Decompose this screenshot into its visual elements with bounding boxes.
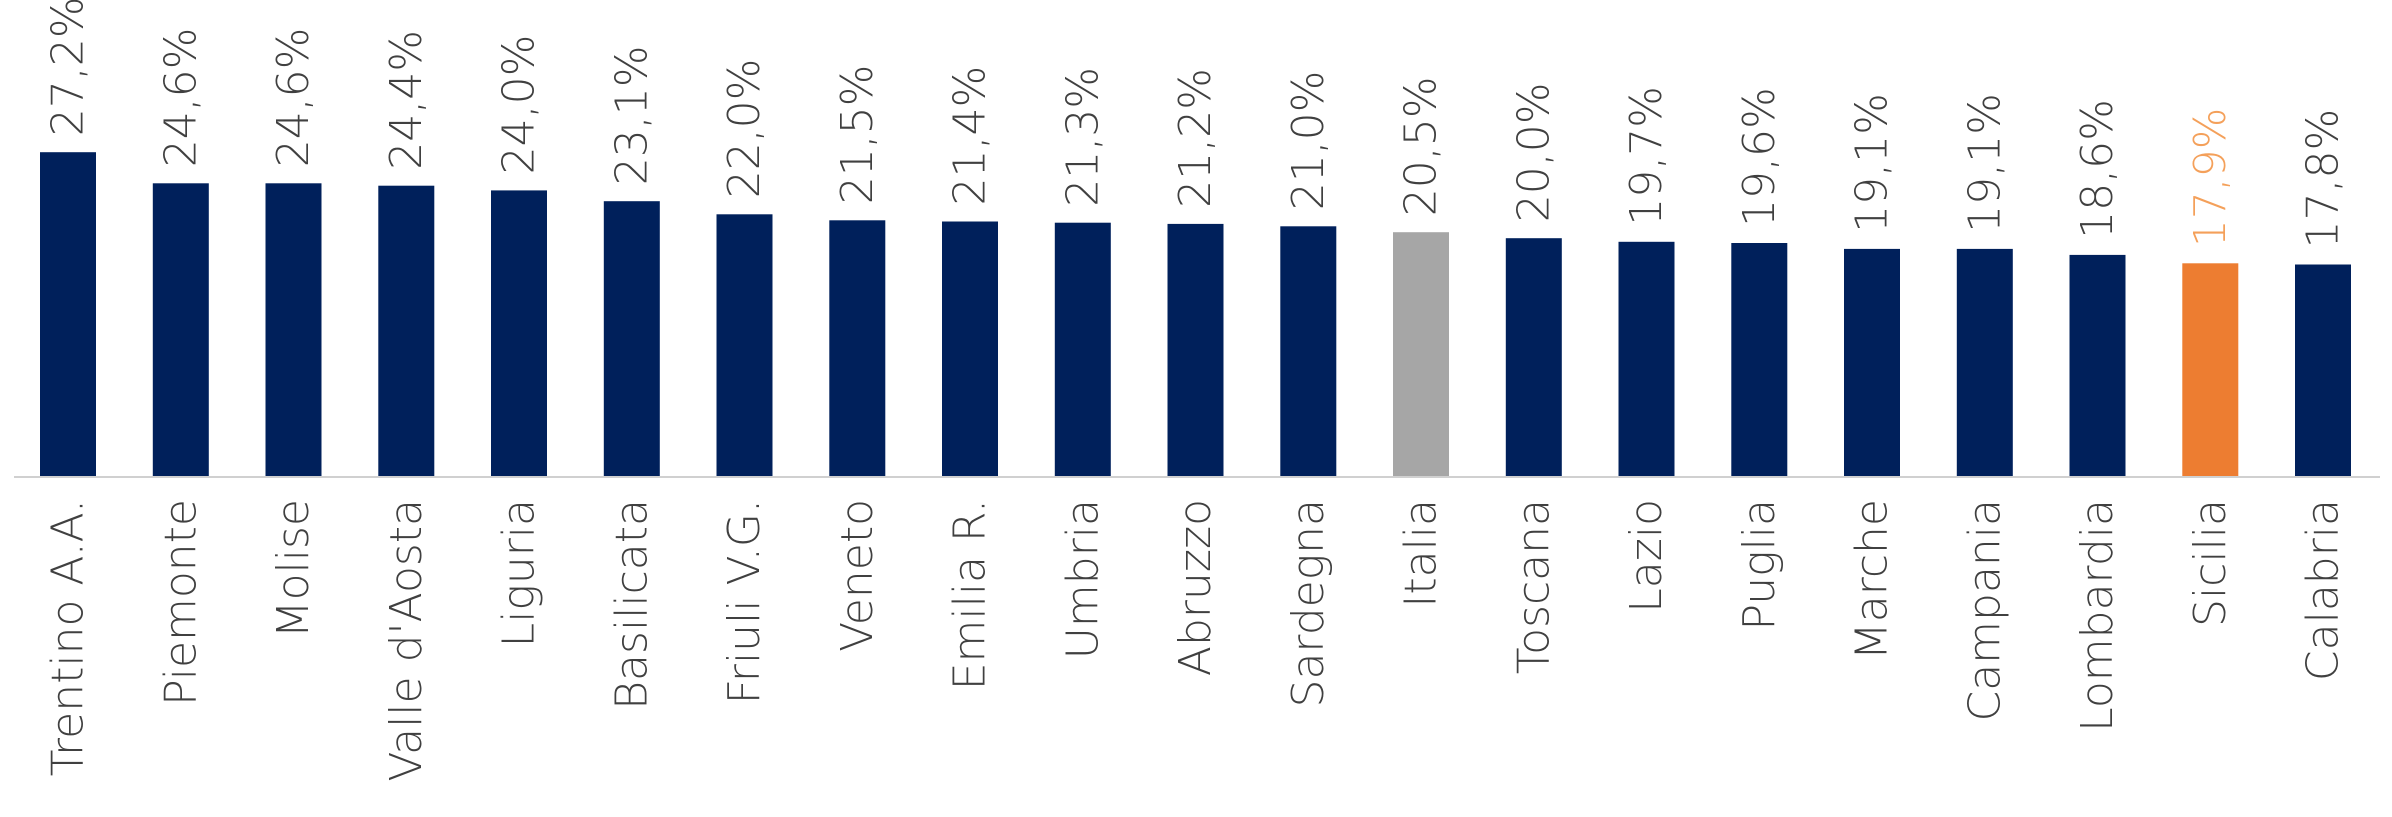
value-label-italia: 20,5% [1396,76,1447,216]
value-label-friuli-v-g: 22,0% [719,59,770,199]
value-label-lazio: 19,7% [1621,86,1672,226]
bar-campania [1956,248,2013,477]
bar-abruzzo [1167,223,1224,477]
category-label-basilicata: Basilicata [606,499,657,710]
bar-emilia-r [942,221,998,477]
bar-sicilia [2182,263,2239,477]
category-labels-group: Trentino A.A. Piemonte Molise Valle d'Aosta… [43,499,2349,782]
value-label-trentino-a-a: 27,2% [43,0,94,136]
bar-toscana [1505,238,1562,477]
category-label-campania: Campania [1959,499,2010,722]
value-label-molise: 24,6% [268,28,319,168]
bar-valle-d-aosta [378,185,435,477]
bar-trentino-a-a [40,152,96,477]
category-label-abruzzo: Abruzzo [1170,499,1221,676]
bar-molise [265,183,322,478]
category-label-italia: Italia [1396,499,1447,608]
value-label-veneto: 21,5% [832,65,883,205]
category-label-calabria: Calabria [2298,499,2349,681]
bars-group [40,152,2351,478]
category-label-friuli-v-g: Friuli V.G. [719,499,770,704]
category-label-sardegna: Sardegna [1283,499,1334,707]
bar-veneto [829,220,886,478]
bar-liguria [491,190,547,477]
value-label-puglia: 19,6% [1734,87,1785,227]
bar-marche [1844,248,1900,477]
value-label-valle-d-aosta: 24,4% [381,30,432,170]
category-label-valle-d-aosta: Valle d'Aosta [381,499,432,782]
value-label-abruzzo: 21,2% [1170,68,1221,208]
bar-calabria [2295,264,2351,477]
category-label-marche: Marche [1847,499,1898,660]
value-label-basilicata: 23,1% [606,45,657,185]
bar-italia [1393,232,1449,477]
category-label-lombardia: Lombardia [2072,499,2123,732]
value-labels-group: 27,2% 24,6% 24,6% 24,4% 24,0% 23,1% 22,0% 21,5%… [43,0,2349,249]
bar-puglia [1731,243,1788,477]
category-label-lazio: Lazio [1621,499,1672,613]
category-label-toscana: Toscana [1508,499,1559,674]
category-label-emilia-r: Emilia R. [945,499,996,690]
bar-friuli-v-g [716,214,773,478]
bar-umbria [1054,222,1111,477]
value-label-piemonte: 24,6% [155,28,206,168]
value-label-lombardia: 18,6% [2072,99,2123,239]
value-label-campania: 19,1% [1959,93,2010,233]
category-label-sicilia: Sicilia [2185,499,2236,627]
bar-piemonte [152,183,209,478]
category-label-piemonte: Piemonte [155,499,206,706]
value-label-liguria: 24,0% [494,35,545,175]
bar-basilicata [603,201,660,477]
bar-lazio [1618,241,1675,477]
bar-sardegna [1280,226,1337,477]
category-label-puglia: Puglia [1734,499,1785,630]
value-label-umbria: 21,3% [1057,67,1108,207]
bar-lombardia [2069,254,2126,477]
value-label-marche: 19,1% [1847,93,1898,233]
value-label-toscana: 20,0% [1508,82,1559,222]
category-label-molise: Molise [268,499,319,638]
category-label-veneto: Veneto [832,499,883,652]
category-label-umbria: Umbria [1057,499,1108,659]
category-label-liguria: Liguria [494,499,545,647]
value-label-calabria: 17,8% [2298,109,2349,249]
category-label-trentino-a-a: Trentino A.A. [43,499,94,776]
value-label-sardegna: 21,0% [1283,71,1334,211]
value-label-emilia-r: 21,4% [945,66,996,206]
value-label-sicilia: 17,9% [2185,108,2236,248]
